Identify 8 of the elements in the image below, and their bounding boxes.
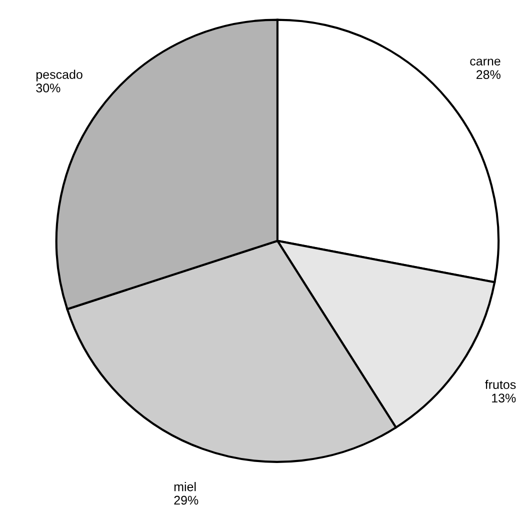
data-label: 28% xyxy=(476,70,500,80)
data-label: 29% xyxy=(174,496,198,505)
data-label: 13% xyxy=(492,394,516,402)
slice-label: frutos xyxy=(485,380,516,390)
slice-label: pescado xyxy=(36,70,82,82)
slice-label: carne xyxy=(470,58,500,66)
data-label: 30% xyxy=(36,84,60,92)
slice-label: miel xyxy=(174,482,196,492)
